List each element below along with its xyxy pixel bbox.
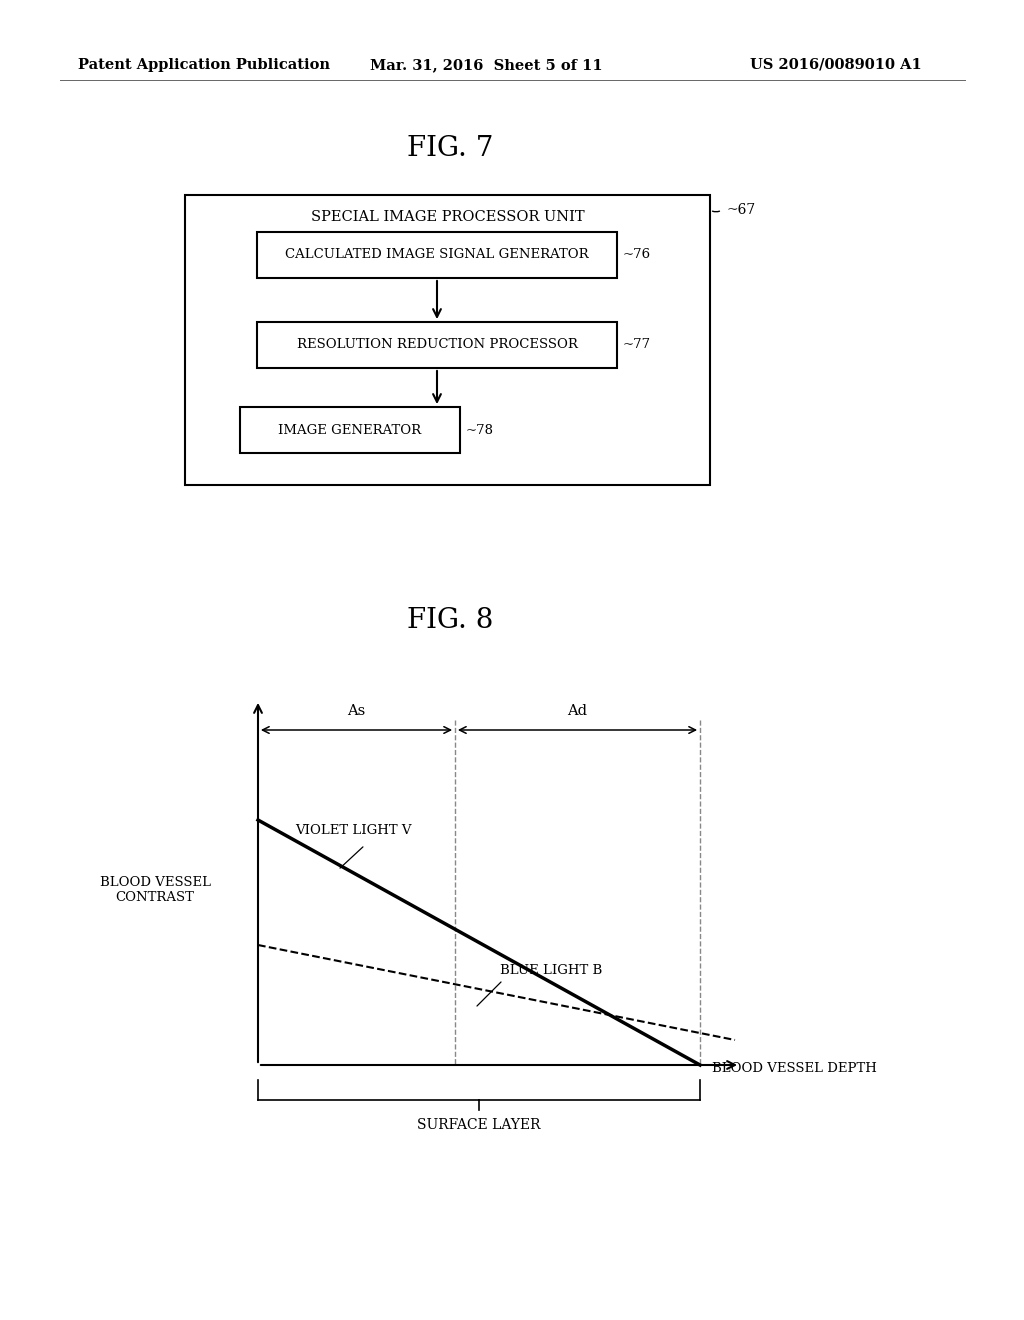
Text: Patent Application Publication: Patent Application Publication — [78, 58, 330, 73]
Text: CALCULATED IMAGE SIGNAL GENERATOR: CALCULATED IMAGE SIGNAL GENERATOR — [286, 248, 589, 261]
Text: FIG. 8: FIG. 8 — [407, 606, 494, 634]
Text: RESOLUTION REDUCTION PROCESSOR: RESOLUTION REDUCTION PROCESSOR — [297, 338, 578, 351]
Text: ~76: ~76 — [623, 248, 651, 261]
Text: US 2016/0089010 A1: US 2016/0089010 A1 — [750, 58, 922, 73]
Bar — [257, 232, 617, 279]
Text: Mar. 31, 2016  Sheet 5 of 11: Mar. 31, 2016 Sheet 5 of 11 — [370, 58, 603, 73]
Text: FIG. 7: FIG. 7 — [407, 135, 494, 161]
Bar — [185, 195, 710, 484]
Bar — [240, 407, 460, 453]
Text: VIOLET LIGHT V: VIOLET LIGHT V — [295, 824, 412, 837]
Bar — [257, 322, 617, 368]
Text: Ad: Ad — [567, 704, 588, 718]
Text: SPECIAL IMAGE PROCESSOR UNIT: SPECIAL IMAGE PROCESSOR UNIT — [310, 210, 585, 224]
Text: ~78: ~78 — [466, 424, 494, 437]
Text: As: As — [347, 704, 366, 718]
Text: ~67: ~67 — [727, 203, 757, 216]
Text: IMAGE GENERATOR: IMAGE GENERATOR — [279, 424, 422, 437]
Text: BLUE LIGHT B: BLUE LIGHT B — [500, 964, 602, 977]
Text: BLOOD VESSEL DEPTH: BLOOD VESSEL DEPTH — [712, 1061, 877, 1074]
Text: BLOOD VESSEL
CONTRAST: BLOOD VESSEL CONTRAST — [99, 876, 211, 904]
Text: ~77: ~77 — [623, 338, 651, 351]
Text: SURFACE LAYER: SURFACE LAYER — [417, 1118, 541, 1133]
